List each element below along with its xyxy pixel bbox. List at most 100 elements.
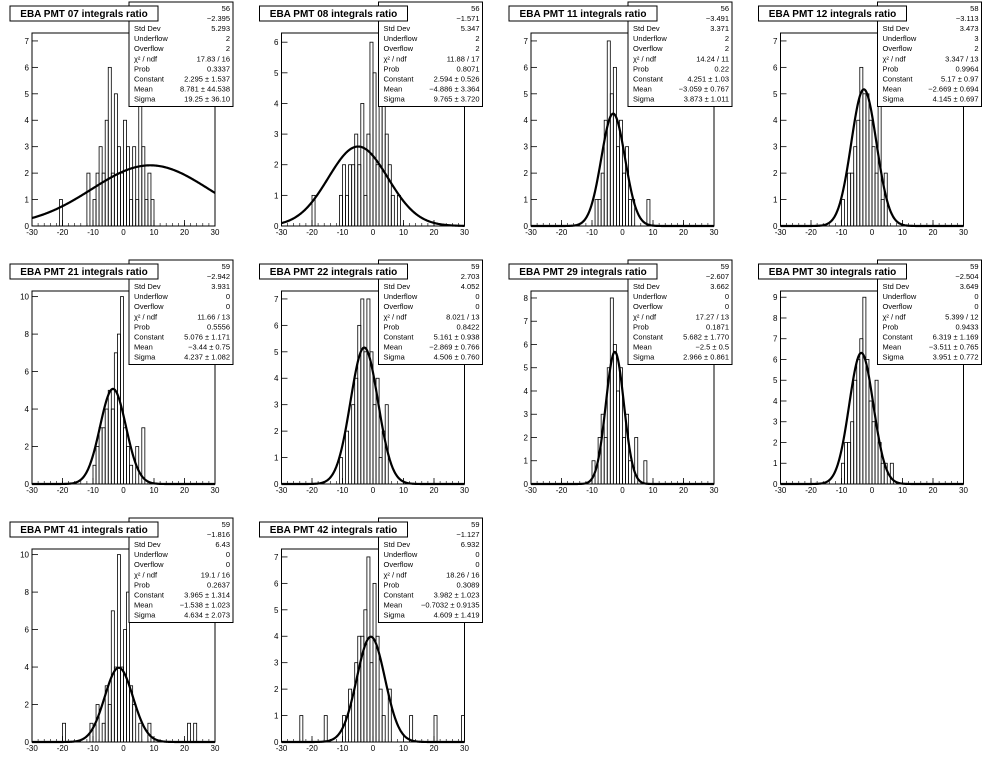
histogram-bin <box>141 146 146 227</box>
x-tick-label: 0 <box>371 486 376 495</box>
y-tick-label: 2 <box>524 169 529 178</box>
histogram-bin <box>95 172 100 227</box>
y-tick-label: 2 <box>274 427 279 436</box>
x-tick-label: 10 <box>399 744 408 753</box>
x-tick-label: -30 <box>26 228 38 237</box>
x-tick-label: 20 <box>430 228 439 237</box>
histogram-bin <box>104 408 109 485</box>
histogram-bin <box>113 352 118 485</box>
histogram-bin <box>409 715 414 743</box>
histogram-bin <box>132 146 137 227</box>
histogram-bin <box>387 164 392 227</box>
y-tick-label: 3 <box>524 143 529 152</box>
y-tick-label: 2 <box>274 685 279 694</box>
stats-label: Sigma <box>883 94 905 103</box>
stats-label: Overflow <box>883 44 913 53</box>
stats-label: Overflow <box>384 302 414 311</box>
x-tick-label: -10 <box>836 486 848 495</box>
stats-value: −1.538 ± 1.023 <box>180 600 230 609</box>
histogram-bin <box>98 146 103 227</box>
y-tick-label: 8 <box>25 330 30 339</box>
y-tick-label: 0 <box>274 738 279 747</box>
histogram-bin <box>363 351 368 485</box>
stats-value: 6.43 <box>215 540 230 549</box>
stats-value: 4.237 ± 1.082 <box>184 352 230 361</box>
histogram-bin <box>396 194 401 227</box>
stats-label: Sigma <box>134 352 156 361</box>
y-tick-label: 0 <box>773 222 778 231</box>
stats-label: Sigma <box>384 94 406 103</box>
stats-value: 4.145 ± 0.697 <box>933 94 979 103</box>
histogram-bin <box>126 146 131 227</box>
x-tick-label: -10 <box>337 486 349 495</box>
histogram-bin <box>348 688 353 743</box>
stats-label: Underflow <box>384 292 418 301</box>
x-tick-label: -20 <box>306 744 318 753</box>
stats-value: 2 <box>226 34 230 43</box>
stats-value: −3.491 <box>706 14 729 23</box>
x-tick-label: -30 <box>525 228 537 237</box>
stats-label: Std Dev <box>384 540 411 549</box>
y-tick-label: 1 <box>274 191 279 200</box>
histogram-bin <box>600 172 605 227</box>
stats-label: Std Dev <box>384 282 411 291</box>
stats-value: −3.113 <box>956 14 979 23</box>
histogram-bin <box>628 460 633 485</box>
stats-label: Constant <box>633 74 664 83</box>
x-tick-label: 20 <box>929 228 938 237</box>
stats-value: −1.127 <box>456 530 479 539</box>
histogram-bin <box>889 462 894 485</box>
stats-label: Mean <box>384 84 403 93</box>
x-tick-label: -10 <box>87 744 99 753</box>
histogram-bin <box>372 582 377 743</box>
x-tick-label: 20 <box>430 486 439 495</box>
x-tick-label: 20 <box>929 486 938 495</box>
histogram-bin <box>141 427 146 485</box>
histogram-bin <box>862 93 867 227</box>
histogram-bin <box>120 172 124 227</box>
stats-label: Mean <box>134 342 153 351</box>
y-tick-label: 4 <box>274 374 279 383</box>
histogram-panel: -30-20-1001020302468100Entries59Mean−1.8… <box>9 517 234 753</box>
histogram-bin <box>366 133 371 227</box>
histogram-bin <box>594 199 599 227</box>
histogram-bin <box>628 199 633 227</box>
x-tick-label: -10 <box>337 228 349 237</box>
histogram-bin <box>354 377 359 485</box>
stats-value: 5.347 <box>461 24 480 33</box>
histogram-bin <box>311 194 316 227</box>
histogram-bin <box>853 146 858 227</box>
x-tick-label: 20 <box>430 744 439 753</box>
y-tick-label: 4 <box>25 405 30 414</box>
stats-label: Constant <box>883 332 914 341</box>
x-tick-label: 0 <box>620 486 625 495</box>
stats-value: −2.942 <box>207 272 230 281</box>
stats-value: 0.2637 <box>207 580 230 589</box>
stats-value: 59 <box>471 520 479 529</box>
x-tick-label: -20 <box>805 228 817 237</box>
chart-title: EBA PMT 21 integrals ratio <box>20 267 147 278</box>
stats-value: −2.5 ± 0.5 <box>695 342 729 351</box>
histogram-bin <box>123 629 127 743</box>
x-tick-label: 20 <box>180 744 189 753</box>
stats-label: Prob <box>134 580 150 589</box>
histogram-bin <box>841 462 845 485</box>
y-tick-label: 7 <box>274 295 279 304</box>
stats-value: 56 <box>721 4 729 13</box>
stats-label: Std Dev <box>633 24 660 33</box>
x-tick-label: 0 <box>371 228 376 237</box>
stats-value: 5.399 / 12 <box>945 312 978 321</box>
histogram-bin <box>104 119 109 227</box>
stats-value: −3.44 ± 0.75 <box>188 342 230 351</box>
histogram-bin <box>95 446 100 485</box>
stats-value: 0.8071 <box>457 64 480 73</box>
x-tick-label: -10 <box>836 228 848 237</box>
x-tick-label: -30 <box>775 486 787 495</box>
histogram-bin <box>59 199 63 227</box>
stats-label: Std Dev <box>134 282 161 291</box>
y-tick-label: 8 <box>524 294 529 303</box>
stats-value: 14.24 / 11 <box>696 54 729 63</box>
histogram-bin <box>841 199 845 227</box>
stats-value: 0 <box>475 292 479 301</box>
stats-value: 5.293 <box>211 24 230 33</box>
